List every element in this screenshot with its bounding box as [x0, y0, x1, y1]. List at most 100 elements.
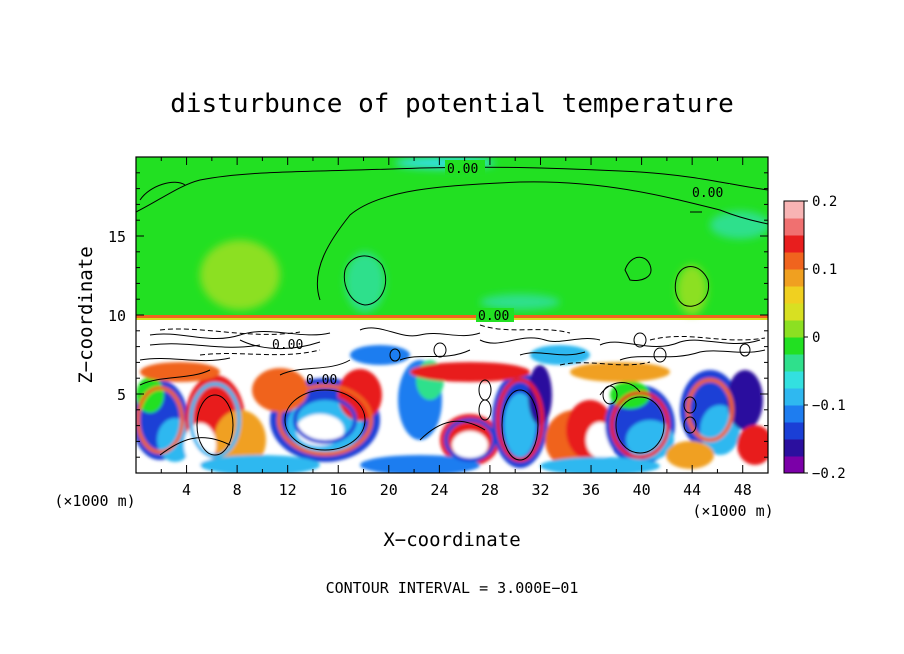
x-tick-label: 28 [481, 481, 499, 499]
field-blob [452, 431, 488, 459]
field-blob [540, 457, 660, 473]
contour-upper-6 [139, 181, 186, 201]
x-tick-label: 16 [329, 481, 347, 499]
contour-loop [683, 396, 697, 414]
colorbar-swatch [784, 439, 804, 457]
chart-title: disturbunce of potential temperature [170, 89, 734, 119]
field-blob [200, 455, 320, 473]
x-tick-label: 32 [531, 481, 549, 499]
field-ring [293, 396, 357, 444]
upper-anomaly-1 [200, 240, 280, 310]
colorbar-tick-label: 0.1 [812, 262, 837, 278]
upper-anomaly-2 [345, 252, 385, 312]
contour-line [599, 339, 761, 347]
y-tick-label: 10 [108, 307, 126, 325]
field-blob [626, 420, 674, 460]
field-blob [528, 365, 552, 425]
colorbar-swatch [784, 320, 804, 338]
contour-label-2: 0.00 [692, 186, 723, 201]
contour-label-bg-1 [445, 160, 485, 175]
contour-interval-footer: CONTOUR INTERVAL = 3.000E−01 [326, 579, 579, 597]
contour-line [139, 357, 231, 362]
contour-loop-large [615, 396, 665, 454]
contour-clutter [139, 324, 766, 461]
contour-label-1: 0.00 [447, 162, 478, 177]
y-axis-label: Z−coordinate [75, 246, 97, 383]
contour-label-bg-3 [476, 308, 514, 322]
contour-upper-2 [316, 181, 768, 301]
interface-line-1 [136, 315, 768, 318]
contour-upper-4 [624, 256, 652, 281]
colorbar-swatch [784, 235, 804, 253]
contour-upper-1 [136, 166, 768, 213]
x-tick-label: 44 [683, 481, 701, 499]
contour-line-dashed [559, 361, 651, 366]
contour-upper-3 [343, 255, 387, 306]
contour-loop [433, 342, 447, 358]
contour-loop [653, 347, 667, 363]
contour-line-dashed [199, 349, 321, 356]
x-tick-label: 40 [633, 481, 651, 499]
contour-loop [602, 385, 618, 405]
contour-loop-large [284, 389, 366, 451]
contour-loop [478, 399, 492, 421]
contour-line [149, 330, 331, 339]
x-tick-label: 24 [430, 481, 448, 499]
colorbar-tick-label: −0.2 [812, 466, 846, 482]
contour-loop [389, 348, 401, 362]
colorbar: 0.2 0.1 0 −0.1 −0.2 [783, 194, 846, 482]
colorbar-swatch [784, 303, 804, 321]
field-ring [610, 391, 670, 459]
contour-line-dashed [479, 324, 571, 334]
field-blob [410, 362, 530, 382]
colorbar-tick-label: −0.1 [812, 398, 846, 414]
field-blob [570, 362, 670, 382]
contour-label-4: 0.00 [272, 338, 303, 353]
field-blob [350, 345, 410, 365]
y-axis: 5 10 15 [108, 172, 768, 458]
contour-line [279, 359, 351, 376]
colorbar-tick-label: 0 [812, 330, 820, 346]
field-ring [189, 382, 241, 458]
field-ring [686, 378, 734, 442]
field-ring [277, 384, 373, 456]
contour-loop [739, 343, 751, 357]
x-unit-label-left: (×1000 m) [54, 492, 135, 510]
field-blob [140, 362, 220, 382]
field-blob [360, 455, 480, 473]
plot-area [136, 157, 768, 473]
field-blob [737, 425, 768, 465]
contour-line [239, 339, 321, 349]
contour-line [149, 343, 261, 348]
y-tick-label: 15 [108, 228, 126, 246]
contour-label-3: 0.00 [478, 309, 509, 324]
colorbar-swatch [784, 252, 804, 270]
contour-lines [136, 166, 768, 307]
contour-line-dashed [649, 335, 766, 341]
colorbar-swatch [784, 286, 804, 304]
contour-loop [633, 332, 647, 348]
field-blob [727, 370, 763, 430]
contour-line [619, 349, 766, 361]
x-tick-label: 4 [182, 481, 191, 499]
contour-upper-5 [674, 266, 710, 307]
contour-line-dashed [159, 328, 301, 335]
x-tick-label: 36 [582, 481, 600, 499]
contour-line [599, 382, 641, 396]
colorbar-swatch [784, 456, 804, 474]
upper-anomaly-5 [710, 211, 768, 239]
colorbar-swatch [784, 422, 804, 440]
field-blob [338, 369, 382, 421]
field-blob [214, 410, 266, 470]
contour-line [359, 327, 481, 337]
contour-loop-large [501, 389, 539, 461]
x-unit-label-right: (×1000 m) [692, 502, 773, 520]
field-ring [444, 418, 496, 462]
contour-loop-large [196, 394, 234, 456]
x-tick-label: 20 [380, 481, 398, 499]
contour-line [159, 437, 231, 456]
x-tick-label: 8 [233, 481, 242, 499]
x-axis: 4 8 12 16 20 24 28 32 36 40 44 48 [160, 157, 752, 499]
contour-line [399, 349, 471, 361]
colorbar-swatch [784, 388, 804, 406]
